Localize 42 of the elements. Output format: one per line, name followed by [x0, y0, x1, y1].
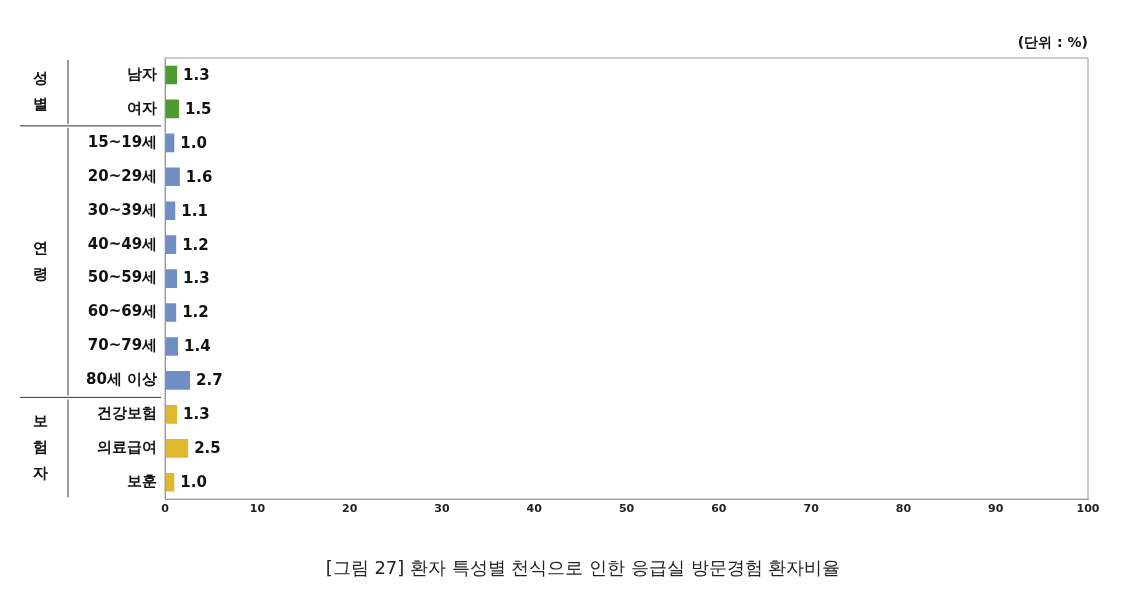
y-tick-label: 50~59세	[87, 268, 158, 287]
text: 보험자	[32, 412, 48, 483]
x-tick-label: 10	[249, 501, 266, 515]
y-tick-label: 30~39세	[87, 200, 158, 219]
y-tick-label: 20~29세	[87, 166, 158, 185]
y-tick-label: 남자	[127, 64, 158, 83]
x-tick-label: 80	[895, 501, 912, 515]
y-tick-label: 60~69세	[87, 302, 158, 321]
y-tick-label: 80세 이상	[85, 370, 158, 389]
x-tick-label: 50	[618, 501, 635, 515]
text: 성별	[32, 68, 48, 113]
data-label: 1.2	[182, 235, 209, 254]
text: 연령	[32, 238, 48, 283]
y-tick-label: 건강보험	[97, 404, 158, 423]
x-tick-label: 60	[711, 501, 727, 515]
y-tick-label: 40~49세	[87, 234, 158, 253]
y-tick-label: 70~79세	[87, 336, 158, 355]
data-label: 1.1	[181, 201, 208, 220]
data-label: 1.2	[182, 303, 209, 322]
data-label: 1.3	[183, 405, 210, 424]
y-tick-label: 보훈	[127, 472, 158, 491]
y-tick-label: 여자	[127, 98, 158, 117]
x-tick-label: 30	[434, 501, 450, 515]
text: [그림 27] 환자 특성별 천식으로 인한 응급실 방문경험 환자비율	[325, 556, 841, 578]
data-label: 1.3	[183, 65, 210, 84]
x-tick-label: 100	[1076, 501, 1100, 515]
x-tick-label: 0	[161, 501, 170, 515]
data-label: 1.0	[180, 133, 207, 152]
y-tick-label: 의료급여	[97, 438, 158, 457]
data-label: 1.0	[180, 473, 207, 492]
x-tick-label: 20	[342, 501, 358, 515]
data-label: 2.7	[196, 371, 223, 390]
data-label: 1.4	[184, 337, 211, 356]
data-label: 1.6	[185, 167, 213, 186]
x-tick-label: 40	[526, 501, 543, 515]
data-label: 2.5	[194, 439, 221, 458]
x-tick-label: 90	[988, 501, 1004, 515]
y-tick-label: 15~19세	[87, 132, 158, 151]
text: (단위 : %)	[1017, 33, 1088, 50]
data-label: 1.5	[184, 99, 212, 118]
data-label: 1.3	[183, 269, 210, 288]
x-tick-label: 70	[803, 501, 820, 515]
